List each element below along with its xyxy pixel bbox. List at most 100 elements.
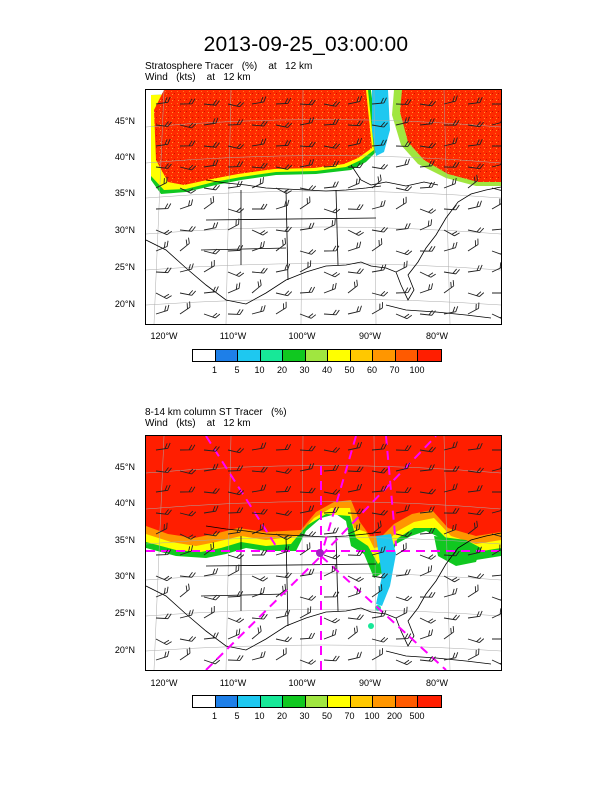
wind-barb [179, 263, 194, 273]
wind-barb [251, 241, 265, 252]
wind-barb [299, 222, 315, 231]
wind-barb [227, 489, 245, 496]
wind-barb [443, 177, 457, 189]
wind-barb [299, 260, 312, 273]
wind-barb [491, 185, 501, 192]
colorbar-tick-label: 50 [321, 711, 332, 721]
wind-barb [395, 659, 413, 666]
wind-barb [179, 290, 197, 296]
wind-barb [419, 506, 435, 514]
wind-barb [179, 609, 194, 619]
wind-barb [299, 159, 315, 168]
wind-barb [275, 164, 293, 170]
wind-barb [299, 632, 316, 640]
colorbar-tick-label: 100 [364, 711, 380, 721]
lon-label-120: 120°W [150, 331, 178, 341]
wind-barb [299, 505, 315, 514]
wind-barb [395, 116, 410, 126]
wind-barb [299, 445, 316, 452]
wind-barb [443, 268, 460, 275]
wind-barb [492, 491, 501, 493]
lon-label-110: 110°W [219, 331, 247, 341]
wind-barb [419, 118, 435, 126]
colorbar-tick-label: 200 [386, 711, 403, 721]
wind-barb [467, 302, 480, 315]
wind-barb [275, 609, 291, 619]
wind-barb [347, 305, 362, 315]
wind-barb [467, 648, 480, 661]
wind-barb [275, 636, 293, 643]
wind-barb [443, 614, 460, 621]
wind-barb [251, 575, 268, 582]
wind-barb [443, 587, 458, 598]
colorbar-swatch [328, 350, 351, 361]
wind-barb [347, 614, 364, 620]
colorbar-swatch [260, 696, 283, 707]
wind-barb [492, 145, 501, 147]
wind-barb [395, 531, 413, 538]
wind-barb [227, 655, 244, 661]
wind-barb [299, 99, 316, 106]
wind-barb [347, 508, 364, 515]
colorbar-tick-label: 10 [254, 365, 265, 375]
wind-barb [467, 238, 479, 252]
wind-barbs [155, 441, 501, 666]
wind-barb [395, 569, 411, 577]
wind-barb [467, 637, 485, 643]
wind-barb [227, 309, 244, 315]
wind-barb [251, 651, 266, 661]
wind-barb [371, 302, 383, 315]
wind-barb [299, 606, 312, 619]
wind-barb [179, 164, 197, 171]
wind-barb [467, 467, 484, 474]
wind-barb [155, 442, 171, 451]
wind-barb [419, 656, 436, 662]
wind-barb [203, 286, 219, 294]
wind-barb [395, 99, 412, 105]
wind-barb [395, 287, 412, 294]
wind-barb [323, 282, 337, 294]
wind-barb [347, 120, 364, 127]
wind-barb [492, 292, 501, 294]
wind-barb [203, 658, 221, 665]
wind-barb [203, 117, 219, 126]
wind-barb [251, 138, 267, 147]
wind-barb [155, 96, 171, 105]
cross-section-center-marker [316, 549, 324, 557]
wind-barb [275, 237, 287, 252]
wind-barb [323, 101, 341, 107]
wind-barb [467, 485, 483, 493]
wind-barb [323, 143, 341, 149]
wind-barb [323, 464, 340, 472]
cross-section-lines [146, 436, 501, 670]
tracer-blue-streak [372, 90, 390, 156]
lat-label-45: 45°N [114, 116, 135, 126]
wind-barb [299, 531, 317, 537]
wind-barb [395, 158, 410, 168]
colorbar-swatch [395, 696, 418, 707]
wind-barb [443, 241, 458, 252]
wind-barb [275, 263, 291, 273]
colorbar-tick-label: 40 [321, 365, 332, 375]
lat-label-40: 40°N [114, 152, 135, 162]
wind-barb [467, 139, 483, 147]
wind-barb [395, 487, 412, 493]
wind-barb [155, 575, 173, 582]
wind-barb [491, 313, 501, 320]
wind-barb [371, 443, 387, 451]
wind-barb [395, 595, 413, 602]
wind-barb [299, 595, 317, 601]
wind-barb [419, 446, 436, 453]
wind-barb [347, 268, 364, 274]
panel1-map [145, 89, 502, 325]
wind-barb [371, 139, 387, 147]
wind-barb [347, 441, 363, 451]
wind-barb [371, 648, 383, 661]
wind-barb [491, 116, 501, 126]
lon-label-80: 80°W [425, 678, 449, 688]
wind-barb [203, 259, 215, 273]
wind-barb [371, 520, 382, 535]
wind-barb [371, 610, 387, 619]
wind-barb [155, 203, 172, 210]
colorbar-swatch [373, 350, 396, 361]
